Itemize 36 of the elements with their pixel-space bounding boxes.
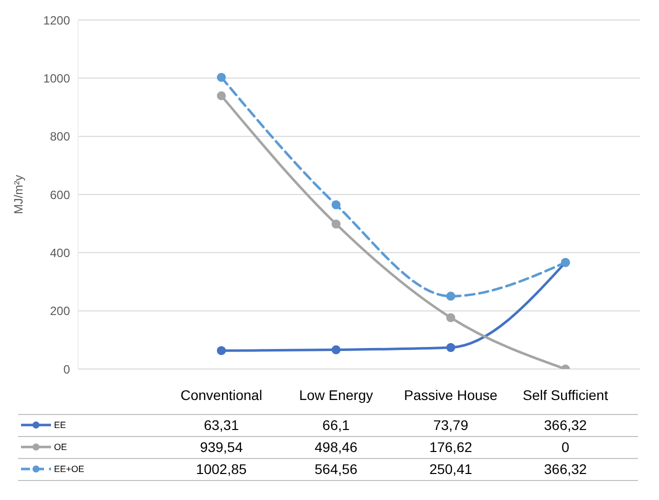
data-label: 176,62 [428, 438, 474, 457]
data-label: 1002,85 [195, 460, 248, 479]
data-label: 250,41 [428, 460, 474, 479]
point [216, 91, 226, 100]
x-tick-label: Low Energy [299, 387, 374, 403]
y-tick-label: 1200 [43, 13, 70, 28]
point [446, 343, 456, 352]
x-tick-label: Conventional [179, 386, 264, 405]
point [216, 346, 226, 356]
data-label: 366,32 [543, 460, 588, 479]
data-label: 0 [560, 438, 570, 457]
point [332, 200, 341, 210]
y-axis-title: MJ/m²y [11, 174, 26, 214]
x-tick-label: Passive House [403, 386, 498, 405]
data-label: 73,79 [432, 416, 470, 435]
data-label: 939,54 [198, 438, 244, 457]
data-label: 564,56 [314, 460, 358, 479]
data-label: 63,31 [202, 416, 240, 435]
y-tick-label: 400 [50, 246, 70, 260]
legend-label: EE+OE [54, 464, 84, 474]
data-label: 66,1 [321, 416, 351, 435]
y-tick-label: 600 [50, 188, 70, 202]
y-tick-label: 1000 [43, 71, 70, 86]
point [332, 345, 341, 354]
data-label: 366,32 [543, 416, 588, 435]
y-tick-label: 800 [50, 130, 70, 144]
data-label: 498,46 [314, 438, 358, 457]
point [332, 220, 341, 229]
legend-label: EE [54, 420, 66, 430]
y-tick-label: 0 [63, 362, 70, 376]
point [446, 292, 456, 301]
y-tick-label: 200 [50, 304, 70, 318]
point [446, 313, 456, 322]
legend-label: OE [54, 442, 68, 452]
point [216, 72, 226, 82]
x-tick-label: Self Sufficient [522, 387, 608, 403]
